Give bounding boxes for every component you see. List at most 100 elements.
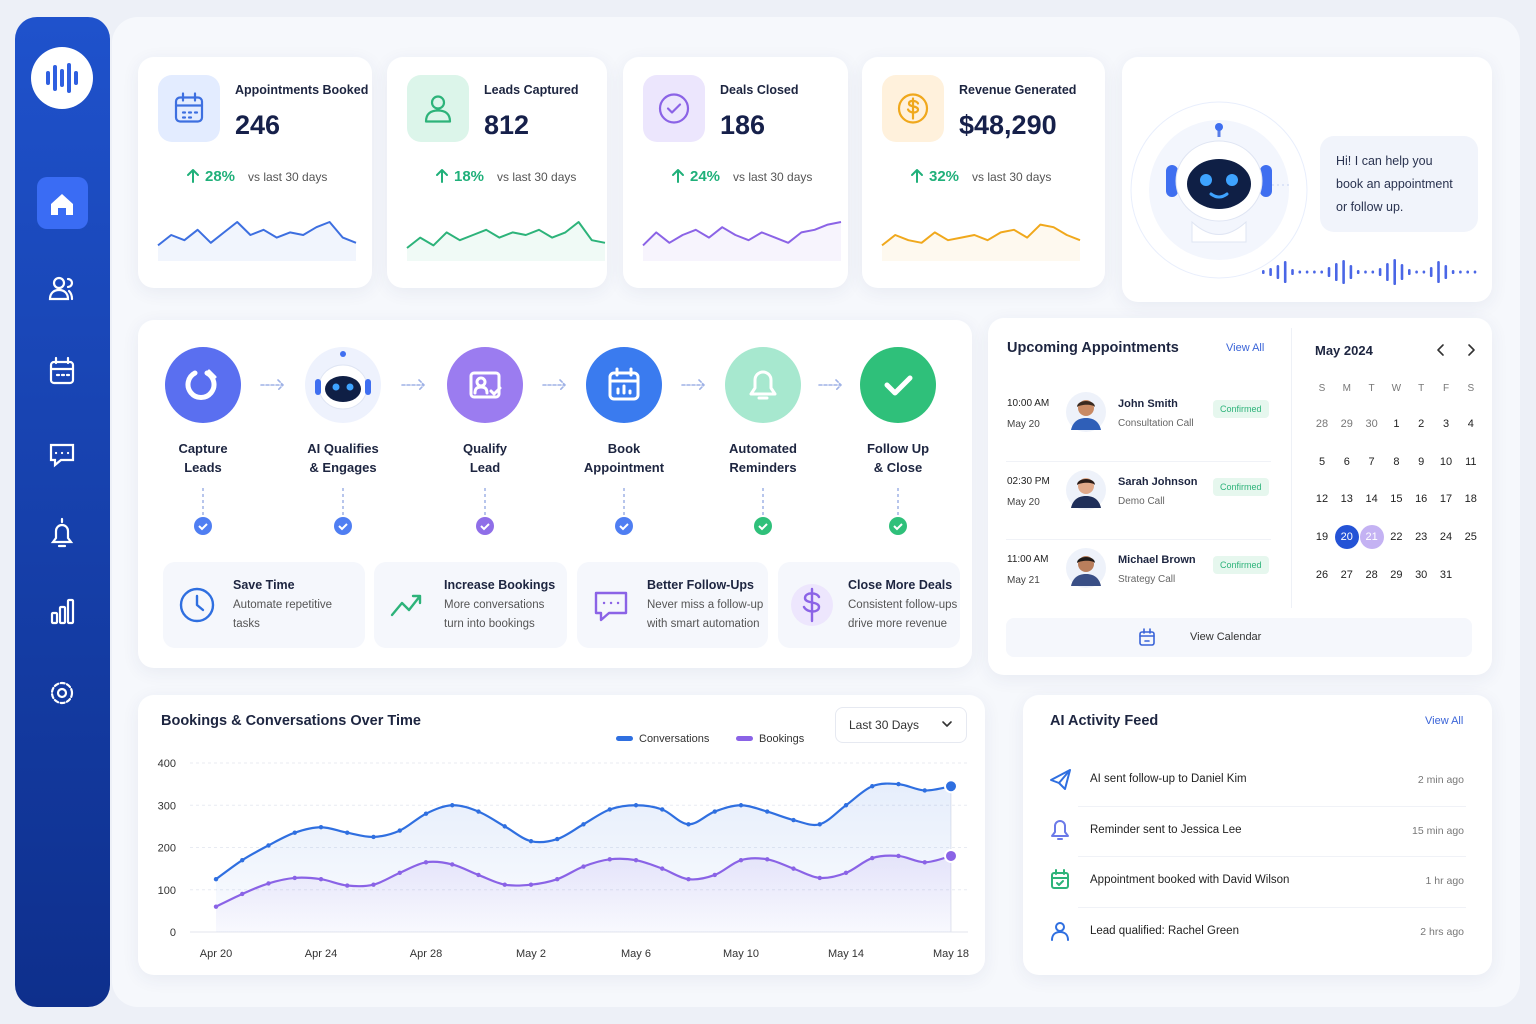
step-check-mark bbox=[198, 523, 208, 531]
data-point bbox=[870, 784, 875, 789]
calendar-day[interactable]: 17 bbox=[1439, 493, 1453, 506]
feed-view-all[interactable]: View All bbox=[1425, 715, 1464, 727]
calendar-day[interactable]: 10 bbox=[1439, 455, 1453, 468]
calendar-day[interactable]: 30 bbox=[1365, 418, 1378, 430]
calendar-day[interactable]: 3 bbox=[1442, 418, 1450, 430]
nav-analytics[interactable] bbox=[50, 598, 75, 625]
calendar-day[interactable]: 18 bbox=[1464, 493, 1477, 506]
step-check-mark bbox=[480, 523, 490, 531]
view-calendar[interactable]: View Calendar bbox=[1190, 631, 1262, 643]
step-check-mark bbox=[893, 523, 903, 531]
legend-label: Bookings bbox=[759, 733, 805, 745]
calendar-day[interactable]: 15 bbox=[1390, 493, 1403, 506]
benefit-card: Increase Bookings More conversations turn … bbox=[374, 562, 567, 648]
benefit-icon-glyph bbox=[390, 594, 422, 617]
calendar-day[interactable]: 4 bbox=[1467, 418, 1474, 430]
benefit-text: Never miss a follow-up bbox=[647, 599, 764, 611]
step-label: Book bbox=[607, 441, 641, 456]
calendar-day[interactable]: 8 bbox=[1393, 455, 1400, 468]
assistant-message: Hi! I can help you bbox=[1336, 154, 1433, 168]
data-point bbox=[502, 824, 507, 829]
data-point bbox=[345, 883, 350, 888]
calendar-day[interactable]: 23 bbox=[1415, 531, 1428, 544]
feed-icon bbox=[1051, 922, 1069, 942]
sparkline bbox=[406, 221, 606, 249]
calendar-day[interactable]: 14 bbox=[1365, 493, 1378, 506]
calendar-day[interactable]: 27 bbox=[1340, 568, 1353, 581]
calendar-day[interactable]: 11 bbox=[1465, 455, 1477, 468]
calendar-day[interactable]: 7 bbox=[1368, 455, 1375, 468]
calendar-day[interactable]: 28 bbox=[1365, 568, 1378, 581]
calendar-day[interactable]: 22 bbox=[1390, 531, 1403, 544]
calendar-day[interactable]: 30 bbox=[1415, 568, 1428, 581]
nav-contacts[interactable] bbox=[48, 276, 74, 301]
benefit-text: drive more revenue bbox=[848, 618, 948, 630]
calendar-day[interactable]: 6 bbox=[1343, 455, 1350, 468]
nav-chat[interactable] bbox=[49, 443, 75, 468]
calendar-day[interactable]: 19 bbox=[1315, 531, 1329, 544]
voice-wave-bar bbox=[1320, 270, 1323, 274]
calendar-weekday: S bbox=[1467, 383, 1475, 394]
appointments-view-all[interactable]: View All bbox=[1226, 342, 1265, 354]
kpi-icon-glyph bbox=[424, 95, 452, 123]
calendar-day[interactable]: 29 bbox=[1340, 418, 1353, 430]
calendar-day[interactable]: 20 bbox=[1340, 531, 1353, 544]
calendar-next-glyph bbox=[1468, 344, 1475, 356]
calendar-day[interactable]: 16 bbox=[1415, 493, 1428, 506]
calendar-day[interactable]: 1 bbox=[1393, 418, 1400, 430]
appointment-type: Strategy Call bbox=[1118, 574, 1176, 585]
calendar-day[interactable]: 31 bbox=[1439, 568, 1453, 581]
chat-bubble bbox=[1320, 136, 1478, 232]
feed-time: 2 min ago bbox=[1417, 774, 1464, 786]
y-tick-label: 300 bbox=[158, 800, 176, 812]
nav-notifications[interactable] bbox=[50, 517, 74, 548]
data-point bbox=[318, 825, 324, 830]
appointment-name: Sarah Johnson bbox=[1118, 476, 1198, 488]
data-point bbox=[423, 860, 429, 865]
calendar-day[interactable]: 25 bbox=[1464, 531, 1477, 544]
view-calendar-bar[interactable] bbox=[1006, 618, 1472, 657]
data-point bbox=[528, 882, 534, 887]
step-icon bbox=[185, 369, 217, 401]
kpi-icon-part bbox=[658, 93, 690, 124]
calendar-day[interactable]: 28 bbox=[1315, 418, 1329, 430]
benefit-icon bbox=[594, 591, 628, 622]
step-label: Reminders bbox=[729, 460, 797, 475]
data-point bbox=[371, 882, 376, 887]
step-icon-part bbox=[185, 370, 217, 401]
calendar-day[interactable]: 5 bbox=[1318, 455, 1326, 468]
y-tick-label: 0 bbox=[170, 927, 176, 939]
feed-icon bbox=[1051, 819, 1069, 840]
calendar-day[interactable]: 12 bbox=[1315, 493, 1329, 506]
assistant-message: book an appointment bbox=[1336, 177, 1453, 191]
kpi-sparkline bbox=[406, 221, 606, 261]
kpi-icon bbox=[897, 93, 929, 124]
pipeline-step-graphic bbox=[305, 347, 381, 535]
calendar-day[interactable]: 9 bbox=[1418, 455, 1425, 468]
kpi-comparison: vs last 30 days bbox=[497, 170, 577, 184]
calendar-day[interactable]: 21 bbox=[1365, 531, 1378, 544]
calendar-day[interactable]: 24 bbox=[1439, 531, 1453, 544]
calendar-selected bbox=[1334, 525, 1359, 550]
calendar-day[interactable]: 29 bbox=[1390, 568, 1403, 581]
calendar-day[interactable]: 26 bbox=[1315, 568, 1329, 581]
robot-eye bbox=[332, 383, 340, 391]
row-divider bbox=[1078, 856, 1466, 858]
nav-settings[interactable] bbox=[50, 681, 74, 705]
calendar-day[interactable]: 13 bbox=[1340, 493, 1353, 506]
assistant-card: Hi! I can help you book an appointment or … bbox=[1122, 57, 1492, 302]
feed-icon-part bbox=[1055, 922, 1065, 933]
calendar-day[interactable]: 2 bbox=[1418, 418, 1425, 430]
step-label: Follow Up bbox=[866, 441, 930, 456]
step-arrow-part bbox=[401, 379, 425, 391]
sparkline-area bbox=[158, 222, 356, 261]
nav-calendar[interactable] bbox=[49, 356, 75, 385]
step-label: & Close bbox=[873, 460, 923, 475]
voice-wave-bar bbox=[1466, 270, 1469, 274]
legend-swatch bbox=[616, 736, 633, 741]
avatar-body bbox=[1071, 418, 1101, 430]
kpi-icon-part bbox=[666, 103, 682, 114]
feed-icon-part bbox=[1051, 869, 1069, 887]
kpi-label: Revenue Generated bbox=[959, 83, 1077, 97]
kpi-comparison: vs last 30 days bbox=[972, 170, 1052, 184]
